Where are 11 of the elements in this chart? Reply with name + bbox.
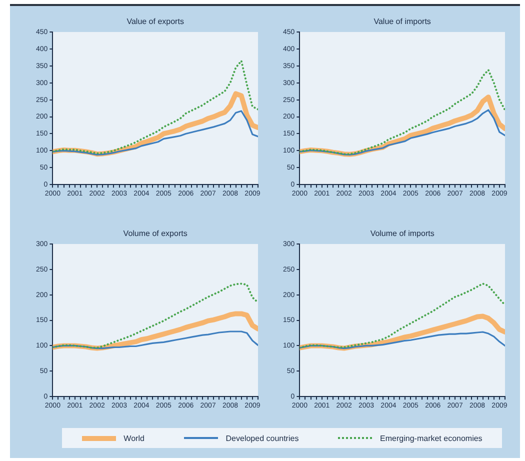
legend-label: Developed countries — [226, 434, 299, 442]
legend-label: Emerging-market economies — [380, 434, 482, 442]
line-series — [52, 282, 258, 349]
line-series — [300, 68, 505, 156]
chart-title: Value of exports — [126, 17, 185, 27]
chart-title: Volume of imports — [369, 229, 436, 239]
chart-title: Volume of exports — [122, 229, 188, 239]
line-series — [52, 60, 258, 154]
line-series — [300, 282, 505, 349]
legend-label: World — [124, 434, 144, 442]
chart-title: Value of imports — [372, 17, 432, 27]
